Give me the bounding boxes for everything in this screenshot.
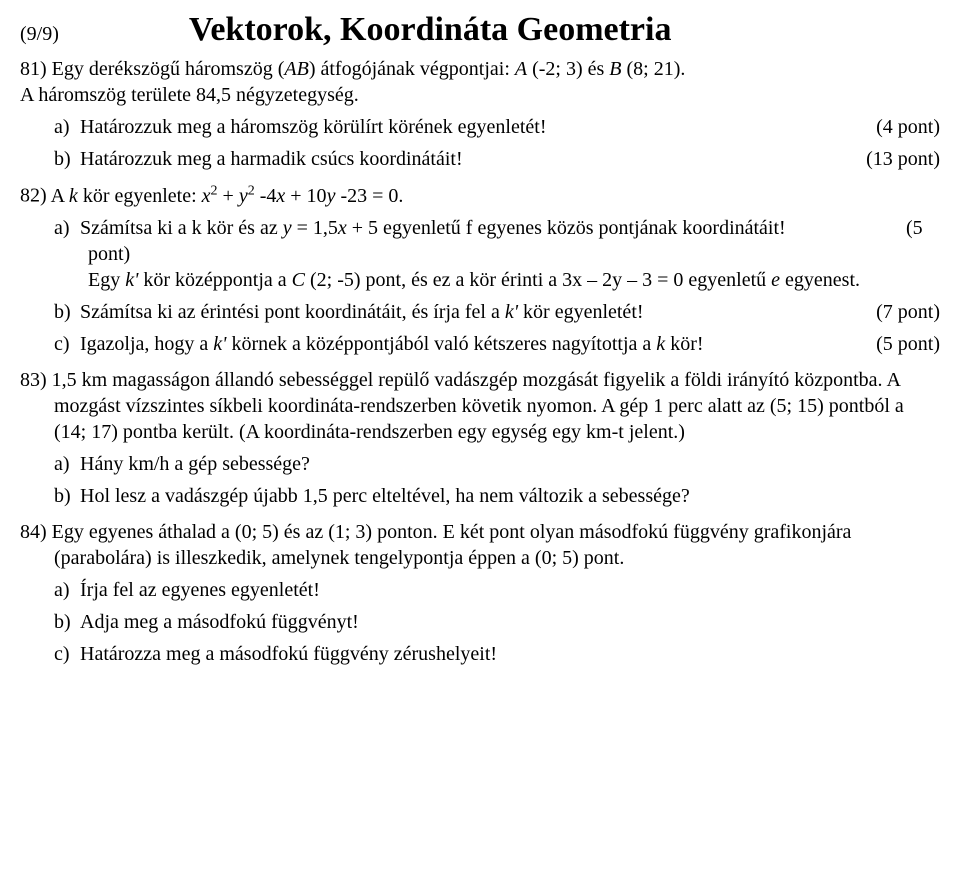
page-title: Vektorok, Koordináta Geometria	[189, 8, 672, 52]
problem-num: 82)	[20, 185, 47, 207]
problem-82-subs: a)Számítsa ki a k kör és az y = 1,5x + 5…	[20, 215, 940, 357]
problem-text: Egy derékszögű háromszög (AB) átfogójána…	[52, 58, 686, 80]
header-row: (9/9) Vektorok, Koordináta Geometria	[20, 8, 940, 52]
sub-letter: a)	[54, 215, 80, 241]
points-label: (7 pont)	[890, 299, 940, 325]
points-label: (5 pont)	[890, 331, 940, 357]
problem-81-intro: 81) Egy derékszögű háromszög (AB) átfogó…	[20, 56, 940, 108]
sub-a: a)Hány km/h a gép sebessége?	[88, 451, 940, 477]
sub-b: b)Adja meg a másodfokú függvényt!	[88, 609, 940, 635]
problem-83-subs: a)Hány km/h a gép sebessége? b)Hol lesz …	[20, 451, 940, 509]
problem-83-intro: 83) 1,5 km magasságon állandó sebességge…	[20, 367, 940, 445]
problem-text: 1,5 km magasságon állandó sebességgel re…	[52, 369, 904, 443]
sub-text: Adja meg a másodfokú függvényt!	[80, 611, 359, 633]
sub-text: Igazolja, hogy a k' körnek a középpontjá…	[80, 333, 704, 355]
problem-num: 81)	[20, 58, 47, 80]
problem-num: 84)	[20, 521, 47, 543]
sub-text: Határozzuk meg a harmadik csúcs koordiná…	[80, 148, 463, 170]
problem-84-intro: 84) Egy egyenes áthalad a (0; 5) és az (…	[20, 519, 940, 571]
problem-text: Egy egyenes áthalad a (0; 5) és az (1; 3…	[52, 521, 852, 569]
sub-a: a)Írja fel az egyenes egyenletét!	[88, 577, 940, 603]
points-label: (5	[920, 215, 940, 241]
problem-83: 83) 1,5 km magasságon állandó sebességge…	[20, 367, 940, 509]
sub-letter: a)	[54, 577, 80, 603]
points-label: (4 pont)	[890, 114, 940, 140]
sub-letter: a)	[54, 114, 80, 140]
sub-c: c)Igazolja, hogy a k' körnek a középpont…	[88, 331, 940, 357]
points-label: (13 pont)	[880, 146, 940, 172]
problem-81: 81) Egy derékszögű háromszög (AB) átfogó…	[20, 56, 940, 172]
problem-84: 84) Egy egyenes áthalad a (0; 5) és az (…	[20, 519, 940, 667]
sub-b: b)Hol lesz a vadászgép újabb 1,5 perc el…	[88, 483, 940, 509]
problem-81-subs: a)Határozzuk meg a háromszög körülírt kö…	[20, 114, 940, 172]
sub-c: c)Határozza meg a másodfokú függvény zér…	[88, 641, 940, 667]
problem-84-subs: a)Írja fel az egyenes egyenletét! b)Adja…	[20, 577, 940, 667]
sub-text: Határozza meg a másodfokú függvény zérus…	[80, 643, 497, 665]
sub-a: a)Határozzuk meg a háromszög körülírt kö…	[88, 114, 940, 140]
sub-a: a)Számítsa ki a k kör és az y = 1,5x + 5…	[88, 215, 940, 293]
problem-text-line2: A háromszög területe 84,5 négyzetegység.	[54, 82, 940, 108]
problem-82: 82) A k kör egyenlete: x2 + y2 -4x + 10y…	[20, 182, 940, 357]
sub-letter: b)	[54, 483, 80, 509]
problem-num: 83)	[20, 369, 47, 391]
sub-letter: b)	[54, 299, 80, 325]
sub-letter: b)	[54, 609, 80, 635]
sub-text: Határozzuk meg a háromszög körülírt köré…	[80, 116, 546, 138]
sub-text: Hány km/h a gép sebessége?	[80, 453, 310, 475]
sub-letter: b)	[54, 146, 80, 172]
problem-text: A k kör egyenlete: x2 + y2 -4x + 10y -23…	[51, 185, 404, 207]
sub-letter: c)	[54, 331, 80, 357]
sub-a-cont1: pont)	[88, 241, 940, 267]
sub-text: Számítsa ki a k kör és az y = 1,5x + 5 e…	[80, 217, 786, 239]
sub-text: Írja fel az egyenes egyenletét!	[80, 579, 320, 601]
sub-letter: a)	[54, 451, 80, 477]
sub-b: b)Számítsa ki az érintési pont koordinát…	[88, 299, 940, 325]
sub-a-cont2: Egy k' kör középpontja a C (2; -5) pont,…	[88, 267, 940, 293]
sub-b: b)Határozzuk meg a harmadik csúcs koordi…	[88, 146, 940, 172]
page-number: (9/9)	[20, 21, 59, 47]
problem-82-intro: 82) A k kör egyenlete: x2 + y2 -4x + 10y…	[20, 182, 940, 209]
sub-text: Hol lesz a vadászgép újabb 1,5 perc elte…	[80, 485, 690, 507]
sub-letter: c)	[54, 641, 80, 667]
sub-text: Számítsa ki az érintési pont koordinátái…	[80, 301, 644, 323]
